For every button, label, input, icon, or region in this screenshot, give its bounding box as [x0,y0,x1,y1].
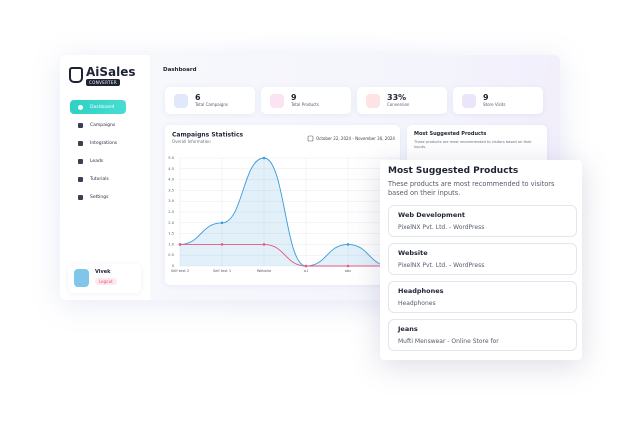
y-tick-label: 4.0 [168,178,174,182]
stat-value: 33% [387,93,407,102]
nav-item[interactable]: Dashboard [70,100,126,114]
stat-icon [174,93,188,108]
y-tick-label: 4.5 [168,167,174,171]
chart-subtitle: Overall Information [172,139,211,144]
stat-label: Store Visits [483,102,506,107]
nav-icon [78,122,83,128]
stat-value: 6 [195,93,201,102]
stat-text: 6 Total Campaigns [195,93,229,108]
product-item[interactable]: Jeans Mufti Menswear - Online Store for [388,319,577,351]
stat-value: 9 [483,93,489,102]
bg-card-description: These products are most recommended to v… [414,140,532,149]
y-tick-label: 1.0 [168,242,174,246]
y-tick-label: 5.0 [168,156,174,160]
calendar-icon [307,135,314,142]
product-item[interactable]: Website PixelNX Pvt. Ltd. - WordPress [388,243,577,275]
x-tick-label: Self test 1 [213,269,231,273]
nav-icon [78,158,83,164]
nav-icon [78,176,83,182]
product-name: Headphones [398,287,444,295]
point [304,264,308,268]
chart: Campaigns Statistics Overall Information… [168,132,400,273]
nav-label: Integrations [90,140,118,146]
point [346,243,350,246]
chart-title: Campaigns Statistics [172,132,244,139]
suggested-panel: Most Suggested Products These products a… [380,160,582,360]
logout-button[interactable]: Logout [95,278,117,285]
stat-label: Total Products [291,102,319,107]
x-tick-label: a1 [304,269,309,273]
nav-icon [78,194,83,200]
stat-text: 33% Conversion [387,93,410,108]
stat-text: 9 Store Visits [483,93,506,108]
stat-card: 9 Store Visits [453,87,543,114]
nav-item[interactable]: Tutorials [70,172,126,186]
product-name: Website [398,249,428,257]
suggested-bg-card: Most Suggested Products These products a… [407,125,547,165]
nav-label: Campaigns [90,122,116,128]
product-vendor: Mufti Menswear - Online Store for [398,338,499,345]
user-card: Vivek Logout [68,264,141,293]
x-tick-label: Website [257,269,272,273]
stat-text: 9 Total Products [291,93,319,108]
y-tick-label: 3.5 [168,188,174,192]
nav-item[interactable]: Leads [70,154,126,168]
stat-label: Conversion [387,102,410,107]
nav-icon [78,140,83,146]
stat-icon [366,93,380,108]
point [220,221,224,225]
y-tick-label: 1.5 [168,232,174,236]
product-vendor: PixelNX Pvt. Ltd. - WordPress [398,262,485,269]
nav-item[interactable]: Settings [70,190,126,204]
panel-description: These products are most recommended to v… [388,180,555,197]
stat-value: 9 [291,93,297,102]
chart-card: Campaigns Statistics Overall Information… [165,125,400,285]
x-tick-label: abc [345,269,351,273]
nav-item[interactable]: Campaigns [70,118,126,132]
logo-title: AiSales [86,65,136,79]
product-name: Jeans [398,325,418,333]
y-tick-label: 2.0 [168,221,174,225]
panel-title: Most Suggested Products [388,166,519,176]
nav-label: Tutorials [90,176,109,182]
point [346,264,350,268]
user-name: Vivek [95,269,111,275]
product-item[interactable]: Web Development PixelNX Pvt. Ltd. - WordP… [388,205,577,237]
nav-label: Dashboard [90,104,115,110]
y-tick-label: 2.5 [168,210,174,214]
point [220,243,224,246]
nav-icon [78,104,83,110]
line [180,243,390,267]
avatar [74,269,89,287]
point [262,243,266,246]
stat-icon [462,93,476,108]
nav-label: Leads [90,158,104,164]
product-vendor: PixelNX Pvt. Ltd. - WordPress [398,224,485,231]
product-item[interactable]: Headphones Headphones [388,281,577,313]
point [262,156,266,160]
product-name: Web Development [398,211,465,219]
y-tick-label: 3.0 [168,199,174,203]
nav-item[interactable]: Integrations [70,136,126,150]
nav-label: Settings [90,194,109,200]
point [178,243,182,246]
logo-icon [69,67,83,83]
y-tick-label: 0 [172,264,175,268]
x-tick-label: Self test 2 [171,269,189,273]
stat-card: 33% Conversion [357,87,447,114]
date-range[interactable]: October 22, 2024 - November 30, 2024 [316,136,395,141]
stat-card: 9 Total Products [261,87,351,114]
y-tick-label: 0.5 [168,253,174,257]
product-vendor: Headphones [398,300,436,307]
bg-card-title: Most Suggested Products [414,131,487,137]
stat-card: 6 Total Campaigns [165,87,255,114]
logo-subtitle: CONVERTER [86,79,121,86]
stat-label: Total Campaigns [195,102,229,107]
header-title: Dashboard [163,67,197,73]
stat-icon [270,93,284,108]
